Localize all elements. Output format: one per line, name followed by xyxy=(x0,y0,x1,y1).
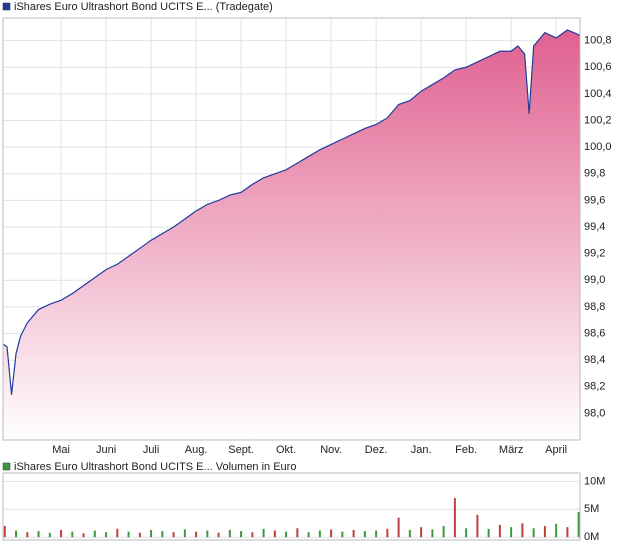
plot-border xyxy=(2,472,581,541)
x-tick-label: März xyxy=(499,444,523,456)
bar xyxy=(273,530,276,538)
x-tick-label: Okt. xyxy=(276,444,296,456)
bar xyxy=(60,529,63,538)
bar xyxy=(555,523,558,538)
y-tick-label: 98,8 xyxy=(584,301,605,313)
bar xyxy=(341,531,344,538)
y-tick-label: 99,6 xyxy=(584,194,605,206)
bar xyxy=(498,524,501,538)
bar xyxy=(93,530,96,538)
bar xyxy=(262,528,265,538)
y-tick-label: 99,2 xyxy=(584,248,605,260)
bar xyxy=(577,512,580,538)
bar xyxy=(116,528,119,538)
x-tick-label: Nov. xyxy=(320,444,342,456)
bar xyxy=(487,528,490,538)
x-tick-label: Mai xyxy=(52,444,70,456)
chart-title: iShares Euro Ultrashort Bond UCITS E... … xyxy=(14,1,273,13)
bar xyxy=(127,531,130,538)
bar xyxy=(397,517,400,538)
y-tick-label: 98,6 xyxy=(584,327,605,339)
bar xyxy=(296,528,299,538)
bar xyxy=(228,529,231,538)
y-tick-label: 98,2 xyxy=(584,381,605,393)
bar xyxy=(510,527,513,538)
x-tick-label: Sept. xyxy=(228,444,254,456)
bar xyxy=(375,530,378,538)
bar xyxy=(318,530,321,538)
bar xyxy=(408,529,411,538)
line xyxy=(2,29,581,395)
bar xyxy=(420,527,423,538)
bar xyxy=(386,528,389,538)
bar xyxy=(442,526,445,538)
bar xyxy=(251,532,254,538)
bar xyxy=(172,532,175,538)
x-tick-label: Juni xyxy=(96,444,116,456)
bar xyxy=(521,523,524,538)
y-tick-label: 99,8 xyxy=(584,168,605,180)
bar xyxy=(71,531,74,538)
bar xyxy=(150,529,153,538)
bar xyxy=(330,529,333,538)
area xyxy=(3,29,580,440)
bar xyxy=(307,532,310,538)
y-tick-label: 98,4 xyxy=(584,354,605,366)
bar xyxy=(37,531,40,538)
y-tick-label: 100,6 xyxy=(584,61,612,73)
bar xyxy=(566,527,569,538)
y-tick-label: 100,8 xyxy=(584,35,612,47)
y-tick-label: 99,0 xyxy=(584,274,605,286)
bar xyxy=(161,531,164,538)
x-tick-label: Dez. xyxy=(365,444,388,456)
bar xyxy=(453,498,456,538)
y-tick-label: 100,4 xyxy=(584,88,612,100)
bar xyxy=(3,526,6,538)
y-tick-label: 100,2 xyxy=(584,114,612,126)
bar xyxy=(48,532,51,538)
bar xyxy=(138,532,141,538)
chart-title: iShares Euro Ultrashort Bond UCITS E... … xyxy=(14,461,296,473)
legend-swatch xyxy=(2,2,11,11)
bar xyxy=(363,531,366,538)
y-tick-label: 10M xyxy=(584,475,605,487)
bar xyxy=(240,531,243,538)
bar xyxy=(352,529,355,538)
y-tick-label: 0M xyxy=(584,531,599,543)
bar xyxy=(532,528,535,538)
bar xyxy=(465,528,468,538)
bar xyxy=(431,529,434,538)
plot-border xyxy=(2,17,581,441)
bar xyxy=(543,526,546,538)
x-tick-label: Jan. xyxy=(411,444,432,456)
bar xyxy=(105,532,108,538)
x-tick-label: April xyxy=(545,444,567,456)
bar xyxy=(195,531,198,538)
bar xyxy=(15,530,18,538)
y-tick-label: 98,0 xyxy=(584,407,605,419)
y-tick-label: 99,4 xyxy=(584,221,605,233)
bar xyxy=(206,530,209,538)
bar xyxy=(183,529,186,538)
y-tick-label: 100,0 xyxy=(584,141,612,153)
bar xyxy=(285,531,288,538)
y-tick-label: 5M xyxy=(584,503,599,515)
x-tick-label: Feb. xyxy=(455,444,477,456)
legend-swatch xyxy=(2,462,11,471)
bar xyxy=(476,514,479,538)
bar xyxy=(82,533,85,538)
plot-frame xyxy=(2,472,581,541)
x-tick-label: Aug. xyxy=(185,444,208,456)
x-tick-label: Juli xyxy=(143,444,160,456)
bar xyxy=(217,532,220,538)
bar xyxy=(26,532,29,538)
